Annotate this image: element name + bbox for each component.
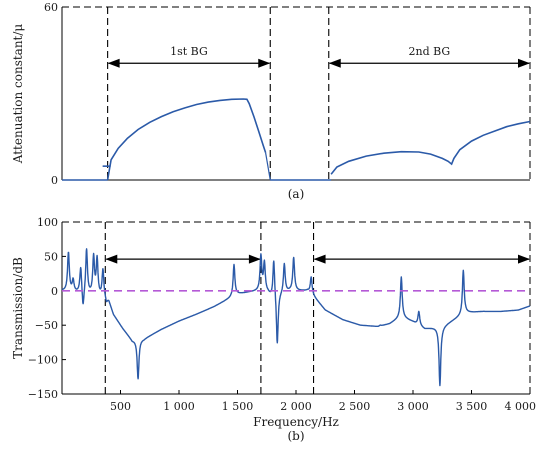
y-tick-label: 0: [51, 285, 58, 298]
x-tick-label: 1 000: [163, 400, 195, 413]
transmission-curve: [61, 248, 531, 387]
band-arrow-head-left: [328, 58, 341, 68]
panel-a: 0 60 Attenuation constant/μ (a) 1st BG 2nd BG: [11, 1, 531, 201]
band-arrow-head-left: [105, 254, 118, 264]
x-tick-label: 500: [110, 400, 131, 413]
attenuation-curve: [330, 120, 531, 175]
y-tick-label: −100: [28, 354, 58, 367]
band-arrow-head-right: [518, 58, 530, 68]
y-tick-label: 50: [44, 250, 58, 263]
attenuation-curve: [106, 98, 267, 181]
x-tick-label: 2 000: [280, 400, 312, 413]
y-axis-label: Attenuation constant/μ: [11, 24, 25, 165]
band-arrow-head-right: [518, 254, 530, 264]
x-tick-label: 1 500: [222, 400, 254, 413]
y-tick-label: 100: [37, 216, 58, 229]
y-axis-label: Transmission/dB: [11, 257, 25, 359]
panel-caption: (a): [288, 187, 305, 201]
attenuation-drop: [264, 152, 271, 181]
panel-b: −150 −100 −50 0 50 100 500 1 000 1 500 2 000 2 500…: [11, 216, 536, 443]
y-tick-label: −50: [35, 319, 58, 332]
band-label: 1st BG: [170, 45, 208, 58]
x-tick-label: 3 000: [397, 400, 429, 413]
band-arrow-head-left: [313, 254, 326, 264]
band-arrow-head-right: [258, 58, 271, 68]
band-arrow-head-left: [107, 58, 120, 68]
panel-caption: (b): [287, 429, 304, 443]
band-label: 2nd BG: [409, 45, 451, 58]
x-tick-label: 3 500: [456, 400, 488, 413]
y-tick-label: −150: [28, 388, 58, 401]
band-arrow-head-right: [248, 254, 261, 264]
x-axis-label: Frequency/Hz: [253, 415, 339, 429]
y-tick-label: 0: [51, 174, 58, 187]
x-tick-label: 2 500: [339, 400, 371, 413]
x-tick-label: 4 000: [505, 400, 537, 413]
y-tick-label: 60: [44, 1, 58, 14]
